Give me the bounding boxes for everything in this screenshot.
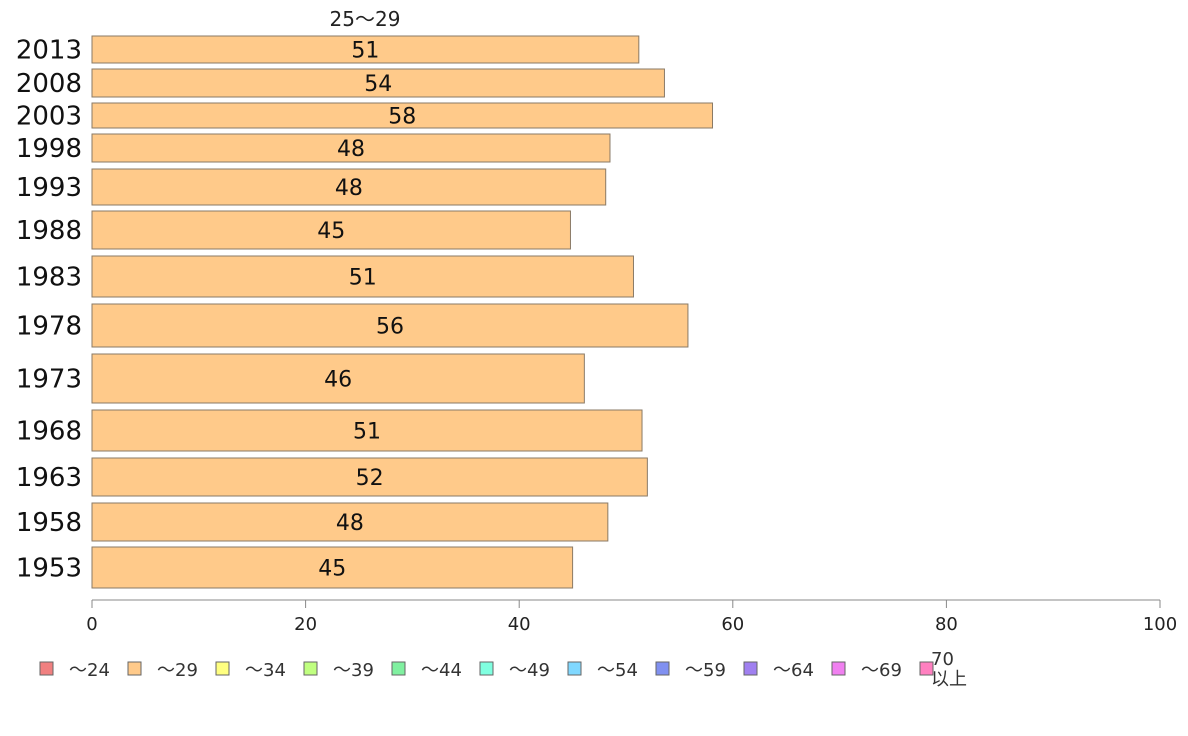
- legend-label: ～24: [69, 660, 110, 681]
- x-tick-label: 80: [935, 614, 958, 635]
- series-title: 25～29: [330, 7, 401, 31]
- x-tick-label: 60: [721, 614, 744, 635]
- bar: [91, 409, 643, 452]
- legend-swatch: [303, 661, 318, 676]
- category-label: 1998: [16, 134, 82, 164]
- data-label: 51: [351, 39, 379, 64]
- bars-layer: 2013 51 2008 54 2003 58 1998 48 1993 48 1988 45 1983…: [16, 35, 714, 589]
- x-tick-label: 100: [1143, 614, 1177, 635]
- bar: [91, 133, 611, 163]
- bar: [91, 502, 609, 542]
- category-label: 1978: [16, 312, 82, 342]
- legend-label: ～34: [245, 660, 286, 681]
- legend-label: ～69: [861, 660, 902, 681]
- legend-label: ～49: [509, 660, 550, 681]
- x-tick-label: 0: [86, 614, 97, 635]
- data-label: 46: [324, 368, 352, 393]
- category-label: 1988: [16, 216, 82, 246]
- category-label: 2013: [16, 36, 82, 66]
- data-label: 56: [376, 315, 404, 340]
- data-label: 48: [336, 511, 364, 536]
- data-label: 54: [364, 72, 392, 97]
- legend-label: ～54: [597, 660, 638, 681]
- legend-label: ～64: [773, 660, 814, 681]
- bar: [91, 255, 634, 298]
- legend-swatch: [919, 661, 934, 676]
- data-label: 45: [317, 219, 345, 244]
- bar: [91, 102, 714, 129]
- bar: [91, 168, 607, 206]
- legend: ～24 ～29 ～34 ～39 ～44 ～49 ～54 ～59 ～64 ～69 70 以上: [39, 649, 967, 690]
- x-tick-label: 20: [294, 614, 317, 635]
- category-label: 1968: [16, 417, 82, 447]
- data-label: 51: [353, 420, 381, 445]
- data-label: 48: [335, 176, 363, 201]
- legend-label: ～39: [333, 660, 374, 681]
- legend-swatch: [743, 661, 758, 676]
- legend-swatch: [655, 661, 670, 676]
- legend-label: 70 以上: [931, 649, 967, 690]
- category-label: 1993: [16, 173, 82, 203]
- category-label: 1953: [16, 554, 82, 584]
- legend-swatch: [127, 661, 142, 676]
- bar: [91, 353, 585, 404]
- legend-label: ～44: [421, 660, 462, 681]
- data-label: 45: [318, 557, 346, 582]
- bar: [91, 210, 571, 250]
- category-label: 2008: [16, 69, 82, 99]
- x-axis: 0 20 40 60 80 100: [86, 599, 1177, 635]
- category-label: 1958: [16, 508, 82, 538]
- category-label: 1983: [16, 263, 82, 293]
- bar: [91, 35, 640, 64]
- legend-swatch: [831, 661, 846, 676]
- legend-label: ～29: [157, 660, 198, 681]
- data-label: 48: [337, 137, 365, 162]
- legend-swatch: [39, 661, 54, 676]
- legend-swatch: [479, 661, 494, 676]
- category-label: 1963: [16, 463, 82, 493]
- data-label: 52: [356, 466, 384, 491]
- bar: [91, 457, 648, 497]
- data-label: 58: [388, 105, 416, 130]
- legend-label: ～59: [685, 660, 726, 681]
- data-label: 51: [349, 266, 377, 291]
- category-label: 2003: [16, 102, 82, 132]
- legend-swatch: [567, 661, 582, 676]
- category-label: 1973: [16, 365, 82, 395]
- legend-swatch: [391, 661, 406, 676]
- bar: [91, 303, 689, 348]
- bar: [91, 68, 665, 98]
- bar: [91, 546, 574, 589]
- legend-swatch: [215, 661, 230, 676]
- x-tick-label: 40: [508, 614, 531, 635]
